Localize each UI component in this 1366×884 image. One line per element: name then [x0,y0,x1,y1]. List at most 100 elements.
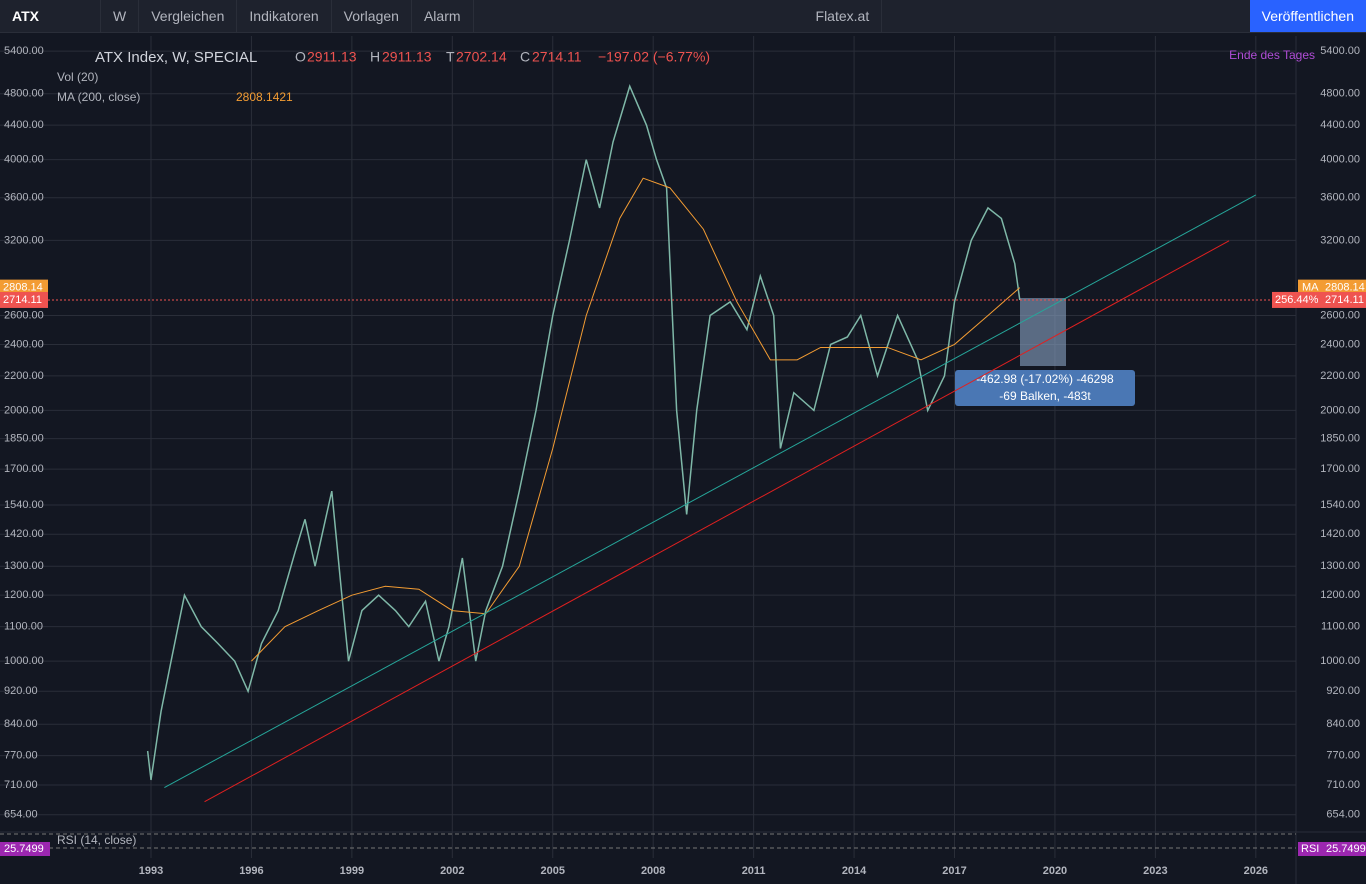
indicators[interactable]: Indikatoren [237,0,332,32]
measure-line: -462.98 (-17.02%) -46298 [976,372,1114,386]
y-tick-label: 770.00 [4,750,38,762]
series-line [251,177,1021,662]
y-tick-label: 2600.00 [4,309,44,321]
session: Ende des Tages [1229,48,1315,62]
y-tick-label: 1540.00 [4,499,44,511]
series-line [146,84,1021,781]
ma-tag-name: MA [1302,282,1319,294]
y-tick-label: 710.00 [1326,779,1360,791]
y-tick-label: 654.00 [1326,809,1360,821]
y-tick-label: 2400.00 [4,338,44,350]
compare[interactable]: Vergleichen [139,0,238,32]
y-tick-label: 920.00 [4,685,38,697]
y-tick-label: 2200.00 [4,370,44,382]
legend-title: ATX Index, W, SPECIAL [95,49,257,66]
y-tick-label: 4000.00 [4,154,44,166]
y-tick-label: 1420.00 [1320,528,1360,540]
y-tick-label: 840.00 [4,718,38,730]
y-tick-label: 2600.00 [1320,309,1360,321]
series-line [204,240,1230,803]
x-tick-label: 2020 [1043,865,1067,877]
y-tick-label: 3200.00 [4,234,44,246]
rsi-value: 25.7499 [4,843,44,855]
y-tick-label: 2000.00 [4,404,44,416]
y-tick-label: 4800.00 [1320,88,1360,100]
ma-value: 2808.1421 [236,90,293,104]
templates[interactable]: Vorlagen [332,0,412,32]
x-tick-label: 2017 [942,865,966,877]
broker[interactable]: Flatex.at [804,0,883,32]
y-tick-label: 710.00 [4,779,38,791]
x-tick-label: 1993 [139,865,163,877]
y-tick-label: 5400.00 [1320,45,1360,57]
close-label: C [520,49,530,65]
y-tick-label: 5400.00 [4,45,44,57]
close: 2714.11 [532,49,582,65]
ma-tag-bg [1322,279,1366,296]
y-tick-label: 1850.00 [1320,433,1360,445]
ma-tag-bg [0,279,48,296]
percent-tag-bg [1272,291,1322,308]
y-tick-label: 654.00 [4,809,38,821]
x-tick-label: 2011 [742,865,766,877]
close-tag: 2714.11 [3,294,42,306]
high: 2911.13 [382,49,432,65]
rsi-tag-bg [0,842,50,856]
y-tick-label: 840.00 [1326,718,1360,730]
x-tick-label: 2026 [1244,865,1268,877]
close-tag: 2714.11 [1325,294,1364,306]
ma-tag: 2808.14 [1325,282,1365,294]
rsi-tag-bg [1298,842,1366,856]
alarm[interactable]: Alarm [412,0,474,32]
toolbar: ATX W Vergleichen Indikatoren Vorlagen A… [0,0,1366,33]
y-tick-label: 2400.00 [1320,338,1360,350]
x-tick-label: 1999 [340,865,364,877]
y-tick-label: 770.00 [1326,750,1360,762]
y-tick-label: 1100.00 [1321,621,1360,633]
x-tick-label: 2014 [842,865,867,877]
y-tick-label: 1300.00 [4,560,44,572]
ma-tag-bg [1298,279,1322,296]
high-label: H [370,49,380,65]
x-tick-label: 2008 [641,865,665,877]
y-tick-label: 1420.00 [4,528,44,540]
low: 2702.14 [456,49,507,65]
close-tag-bg [0,291,48,308]
series-line [164,194,1257,789]
ma-legend: MA (200, close) [57,90,140,104]
y-tick-label: 4800.00 [4,88,44,100]
y-tick-label: 1700.00 [1320,463,1360,475]
volume-legend: Vol (20) [57,70,98,84]
y-tick-label: 4400.00 [1320,119,1360,131]
y-tick-label: 4000.00 [1320,154,1360,166]
change: −197.02 (−6.77%) [598,49,710,65]
percent-tag: 256.44% [1275,294,1319,306]
open: 2911.13 [307,49,357,65]
y-tick-label: 1540.00 [1320,499,1360,511]
x-tick-label: 1996 [239,865,263,877]
measure-line: -69 Balken, -483t [999,389,1091,403]
x-tick-label: 2002 [440,865,464,877]
rsi-value: 25.7499 [1326,843,1366,855]
x-tick-label: 2005 [541,865,565,877]
measure-label-bg [955,370,1135,406]
y-tick-label: 4400.00 [4,119,44,131]
y-tick-label: 1000.00 [4,655,44,667]
y-tick-label: 1100.00 [4,621,43,633]
y-tick-label: 1000.00 [1320,655,1360,667]
y-tick-label: 2000.00 [1320,404,1360,416]
rsi-tag: RSI [1301,843,1319,855]
y-tick-label: 2200.00 [1320,370,1360,382]
y-tick-label: 1700.00 [4,463,44,475]
x-tick-label: 2023 [1143,865,1167,877]
ma-tag: 2808.14 [3,282,43,294]
open-label: O [295,49,306,65]
y-tick-label: 1200.00 [4,589,44,601]
rsi-label: RSI (14, close) [57,833,136,847]
publish-button[interactable]: Veröffentlichen [1249,0,1366,32]
symbol[interactable]: ATX [0,0,101,32]
y-tick-label: 3600.00 [1320,192,1360,204]
interval[interactable]: W [101,0,140,32]
